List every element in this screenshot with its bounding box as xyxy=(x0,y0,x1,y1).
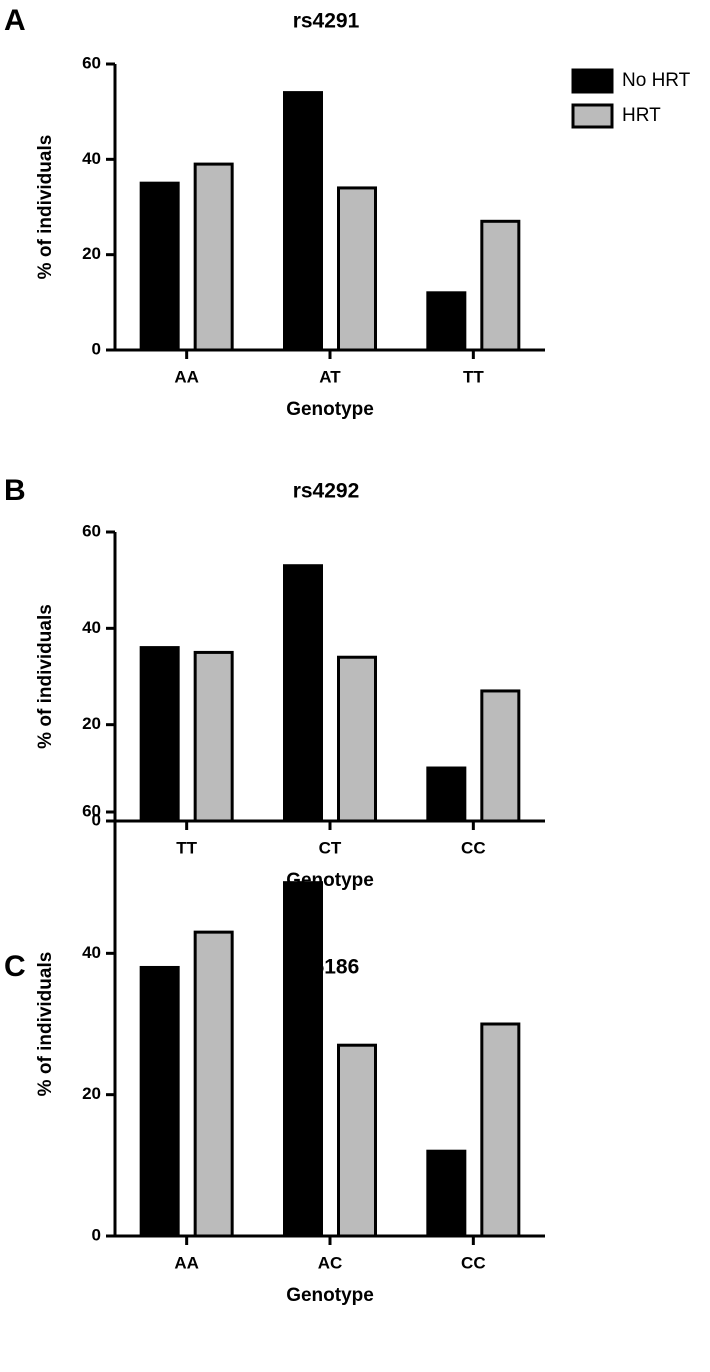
bar xyxy=(139,181,180,352)
panel-label: C xyxy=(4,950,26,983)
legend-label: HRT xyxy=(622,105,661,126)
bar xyxy=(426,766,467,823)
bar xyxy=(426,291,467,352)
bar xyxy=(426,1149,467,1238)
y-tick-label: 0 xyxy=(92,810,101,829)
bar xyxy=(337,1043,377,1238)
bar xyxy=(283,91,323,352)
x-axis-label: Genotype xyxy=(286,1285,374,1306)
x-tick-label: CC xyxy=(461,1253,486,1272)
y-tick-label: 0 xyxy=(92,339,101,358)
bar xyxy=(193,162,234,352)
x-tick-label: AA xyxy=(174,367,199,386)
x-tick-label: CC xyxy=(461,838,486,857)
chart-title: rs4292 xyxy=(293,480,360,503)
y-tick-label: 60 xyxy=(82,53,101,72)
legend-label: No HRT xyxy=(622,70,691,91)
x-tick-label: AT xyxy=(319,367,341,386)
y-axis-label: % of individuals xyxy=(35,135,56,280)
y-tick-label: 20 xyxy=(82,1084,101,1103)
y-tick-label: 40 xyxy=(82,618,101,637)
panel-label: A xyxy=(4,4,26,37)
bar xyxy=(283,564,323,823)
chart-title: rs4291 xyxy=(293,10,360,33)
x-tick-label: CT xyxy=(319,838,342,857)
x-tick-label: AC xyxy=(318,1253,343,1272)
bar xyxy=(139,965,180,1238)
bar xyxy=(480,689,521,823)
y-tick-label: 60 xyxy=(82,521,101,540)
bar xyxy=(283,881,323,1238)
y-axis-label: % of individuals xyxy=(35,604,56,749)
bar xyxy=(139,646,180,823)
bar xyxy=(193,650,234,823)
x-axis-label: Genotype xyxy=(286,399,374,420)
bar xyxy=(480,219,521,352)
x-tick-label: TT xyxy=(463,367,484,386)
bar xyxy=(337,186,377,352)
y-tick-label: 20 xyxy=(82,244,101,263)
y-tick-label: 40 xyxy=(82,149,101,168)
y-tick-label: 40 xyxy=(82,943,101,962)
bar xyxy=(193,930,234,1238)
legend-swatch xyxy=(571,68,614,94)
x-tick-label: TT xyxy=(176,838,197,857)
bar xyxy=(337,655,377,823)
y-tick-label: 20 xyxy=(82,714,101,733)
x-tick-label: AA xyxy=(174,1253,199,1272)
y-tick-label: 0 xyxy=(92,1225,101,1244)
y-axis-label: % of individuals xyxy=(35,952,56,1097)
panel-label: B xyxy=(4,474,26,507)
y-tick-label: 60 xyxy=(82,801,101,820)
legend-swatch xyxy=(571,103,614,129)
bar xyxy=(480,1022,521,1238)
